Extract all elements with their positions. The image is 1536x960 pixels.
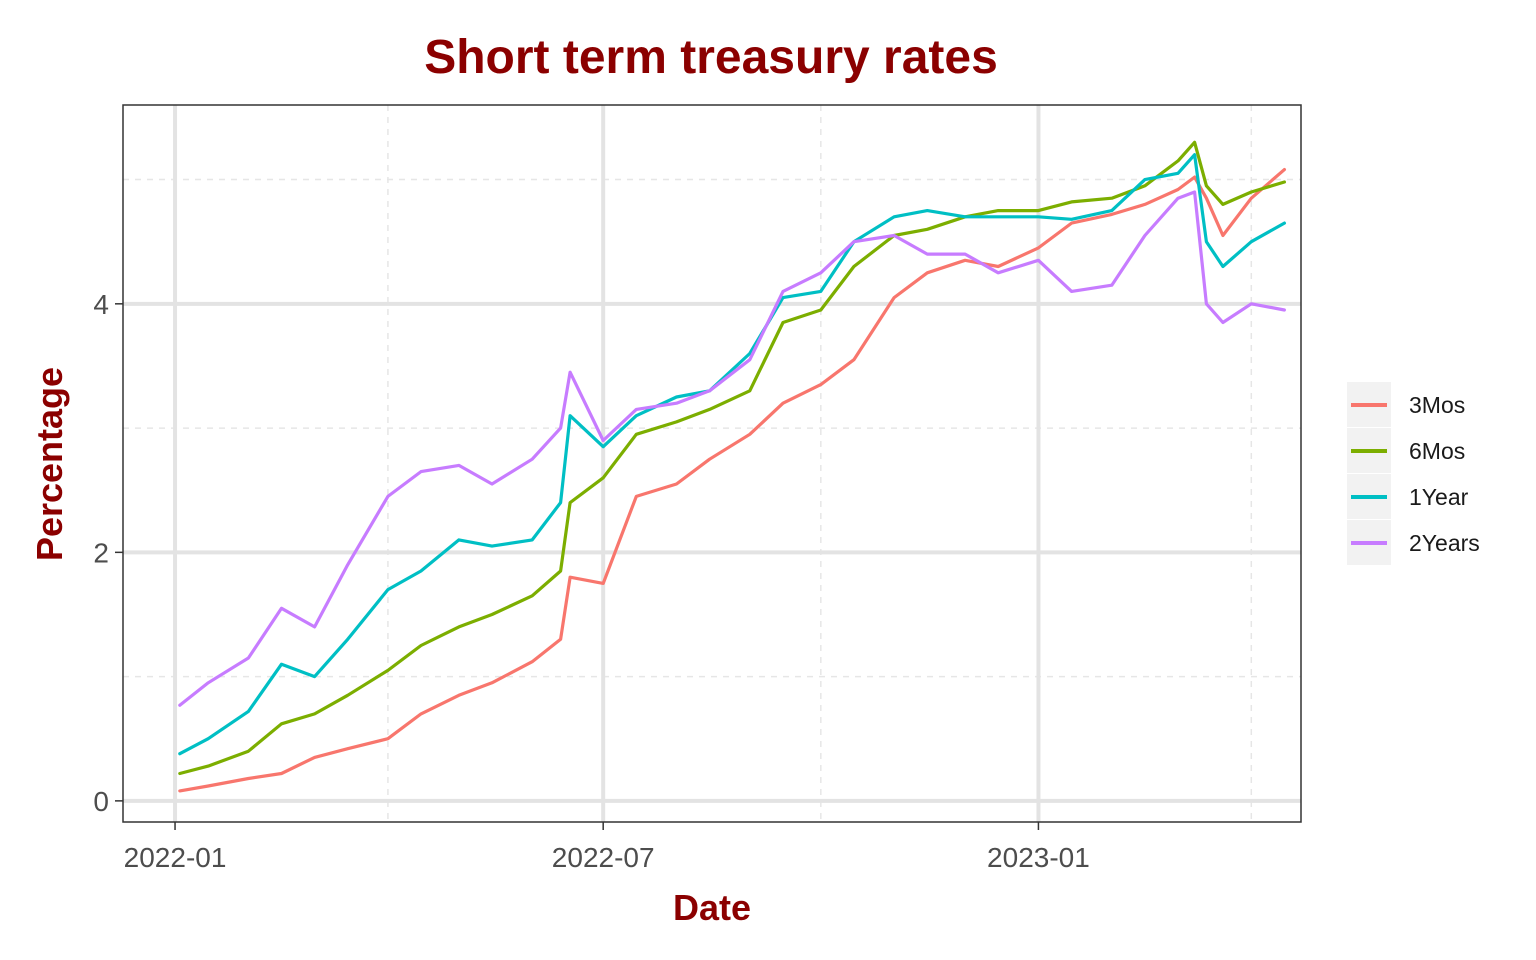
series-line-1year (178, 153, 1287, 756)
y-tick-label: 2 (93, 537, 109, 568)
axis-ticks: 2022-01 2022-07 2023-01 0 2 4 (93, 289, 1089, 873)
x-axis-title: Date (673, 887, 751, 928)
legend-label-3mos: 3Mos (1409, 392, 1465, 418)
y-tick-label: 4 (93, 289, 109, 320)
grid (123, 105, 1301, 822)
chart-title: Short term treasury rates (424, 31, 998, 84)
plot-border (122, 104, 1302, 823)
legend: 3Mos 6Mos 1Year 2Years (1347, 382, 1480, 565)
legend-label-6mos: 6Mos (1409, 438, 1465, 464)
series-line-2years (178, 190, 1287, 707)
x-tick-label: 2022-01 (124, 842, 227, 873)
series-line-6mos (178, 140, 1287, 776)
legend-label-2years: 2Years (1409, 530, 1480, 556)
legend-label-1year: 1Year (1409, 484, 1469, 510)
x-tick-label: 2022-07 (552, 842, 655, 873)
y-axis-title: Percentage (29, 367, 70, 561)
series-lines (178, 140, 1287, 793)
y-tick-label: 0 (93, 786, 109, 817)
series-line-3mos (178, 168, 1287, 793)
x-tick-label: 2023-01 (987, 842, 1090, 873)
